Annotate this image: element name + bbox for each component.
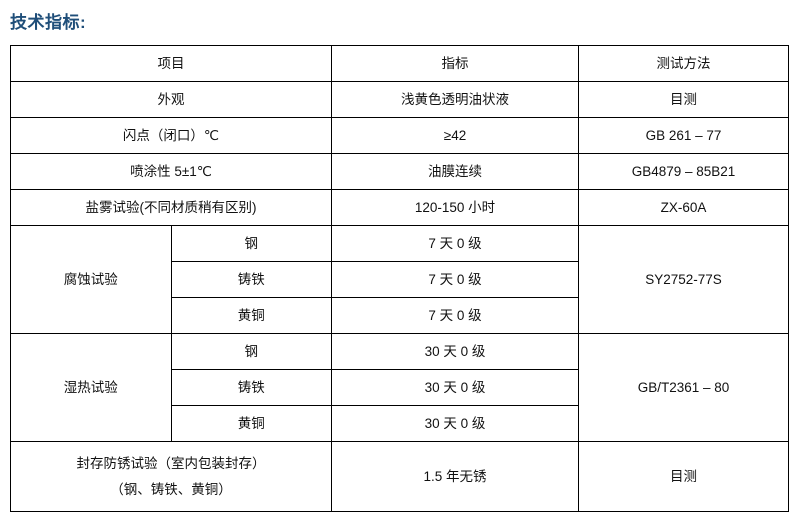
storage-item-line-1: 封存防锈试验（室内包装封存） [76,455,266,471]
page-root: 技术指标: 项目 指标 测试方法 外观 浅黄色透明油状液 目测 闪点（闭口）℃ [10,13,789,512]
cell-index-corrosion-steel: 7 天 0 级 [331,225,579,262]
cell-material-corrosion-brass: 黄铜 [170,297,332,334]
cell-method-storage-rust-prevention: 目测 [578,441,789,512]
table-header-row: 项目 指标 测试方法 [10,45,789,82]
cell-index-humidity-brass: 30 天 0 级 [331,405,579,442]
table-row: 湿热试验 钢 30 天 0 级 GB/T2361 – 80 [10,333,789,442]
cell-index-appearance: 浅黄色透明油状液 [331,81,579,118]
cell-method-sprayability: GB4879 – 85B21 [578,153,789,190]
header-cell-method: 测试方法 [578,45,789,82]
cell-item-storage-rust-prevention: 封存防锈试验（室内包装封存） （钢、铸铁、黄铜） [10,441,332,512]
cell-item-flash-point: 闪点（闭口）℃ [10,117,332,154]
table-row: 闪点（闭口）℃ ≥42 GB 261 – 77 [10,117,789,154]
table-row: 盐雾试验(不同材质稍有区别) 120-150 小时 ZX-60A [10,189,789,226]
header-cell-item: 项目 [10,45,332,82]
cell-item-salt-spray: 盐雾试验(不同材质稍有区别) [10,189,332,226]
cell-material-corrosion-steel: 钢 [170,225,332,262]
cell-index-humidity-steel: 30 天 0 级 [331,333,579,370]
table-row: 封存防锈试验（室内包装封存） （钢、铸铁、黄铜） 1.5 年无锈 目测 [10,441,789,512]
cell-index-flash-point: ≥42 [331,117,579,154]
technical-spec-table: 项目 指标 测试方法 外观 浅黄色透明油状液 目测 闪点（闭口）℃ ≥42 GB… [10,45,789,512]
table-row: 黄铜 30 天 0 级 [11,405,789,442]
cell-index-corrosion-brass: 7 天 0 级 [331,297,579,334]
table-row: 铸铁 7 天 0 级 [11,261,789,298]
table-row: 腐蚀试验 钢 7 天 0 级 SY2752-77S [10,225,789,334]
storage-item-line-2: （钢、铸铁、黄铜） [110,481,232,497]
cell-method-humidity: GB/T2361 – 80 [578,333,789,442]
cell-group-label-corrosion: 腐蚀试验 [10,225,172,334]
cell-method-flash-point: GB 261 – 77 [578,117,789,154]
table-row: 黄铜 7 天 0 级 [11,297,789,334]
header-cell-index: 指标 [331,45,579,82]
cell-index-sprayability: 油膜连续 [331,153,579,190]
cell-item-appearance: 外观 [10,81,332,118]
table-row: 铸铁 30 天 0 级 [11,369,789,406]
cell-index-salt-spray: 120-150 小时 [331,189,579,226]
cell-group-label-humidity: 湿热试验 [10,333,172,442]
table-row: 外观 浅黄色透明油状液 目测 [10,81,789,118]
table-row: 喷涂性 5±1℃ 油膜连续 GB4879 – 85B21 [10,153,789,190]
cell-material-humidity-brass: 黄铜 [170,405,332,442]
technical-spec-table-container: 项目 指标 测试方法 外观 浅黄色透明油状液 目测 闪点（闭口）℃ ≥42 GB… [10,45,789,512]
cell-material-corrosion-cast-iron: 铸铁 [170,261,332,298]
cell-index-humidity-cast-iron: 30 天 0 级 [331,369,579,406]
cell-index-corrosion-cast-iron: 7 天 0 级 [331,261,579,298]
cell-method-corrosion: SY2752-77S [578,225,789,334]
cell-item-sprayability: 喷涂性 5±1℃ [10,153,332,190]
page-title: 技术指标: [10,13,87,32]
cell-method-appearance: 目测 [578,81,789,118]
cell-material-humidity-cast-iron: 铸铁 [170,369,332,406]
cell-index-storage-rust-prevention: 1.5 年无锈 [331,441,579,512]
cell-material-humidity-steel: 钢 [170,333,332,370]
cell-method-salt-spray: ZX-60A [578,189,789,226]
